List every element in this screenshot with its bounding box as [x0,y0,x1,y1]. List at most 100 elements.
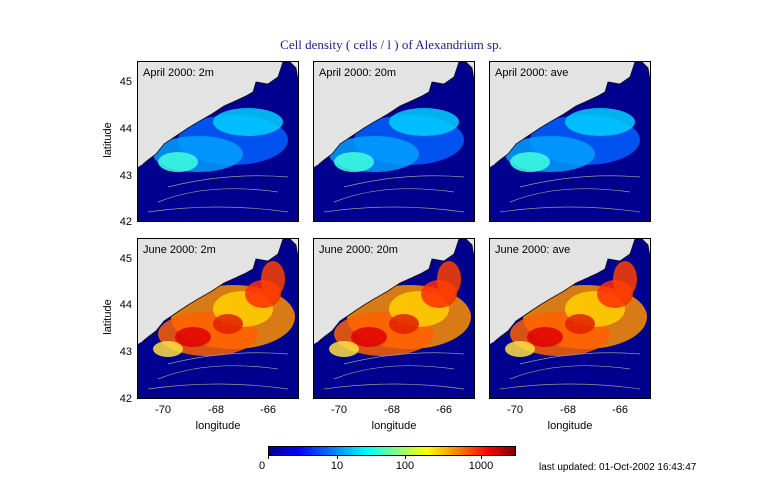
colorbar-tick [481,456,482,459]
y-tick-label: 44 [119,299,132,311]
map-panel-april-ave: April 2000: ave [489,61,651,222]
density-blob [261,261,285,297]
density-blob [213,314,243,334]
x-tick-label: -70 [331,404,347,416]
coastline [490,239,650,398]
bathymetry-contour [157,365,279,380]
bathymetry-contour [147,206,289,213]
density-blob [565,314,595,334]
map-plot [138,62,298,221]
map-plot [490,62,650,221]
bathymetry-contour [499,206,641,213]
map-plot [490,239,650,398]
x-tick-label: -68 [208,404,224,416]
density-field [329,261,471,357]
density-blob [329,341,359,357]
x-tick-label: -68 [560,404,576,416]
bathymetry-contour [333,365,455,380]
map-panel-june-20m: June 2000: 20m [313,238,475,399]
map-panel-june-ave: June 2000: ave [489,238,651,399]
x-tick-label: -68 [384,404,400,416]
panel-label: April 2000: 2m [143,67,214,79]
y-tick-label: 45 [119,253,132,265]
density-blob [213,108,283,136]
map-layer [490,62,650,221]
panel-label: April 2000: ave [495,67,569,79]
density-blob [613,261,637,297]
density-field [329,108,464,172]
map-layer [314,62,474,221]
density-blob [351,327,387,347]
y-tick-label: 42 [119,216,132,228]
map-layer [138,239,298,398]
density-blob [437,261,461,297]
density-field [505,108,640,172]
y-tick-label: 44 [119,123,132,135]
bathymetry-contour [333,188,455,203]
density-blob [175,327,211,347]
density-field [153,261,295,357]
x-tick-label: -66 [612,404,628,416]
density-blob [158,152,198,172]
bathymetry-contour [167,352,289,365]
density-blob [389,314,419,334]
panel-label: June 2000: 20m [319,244,398,256]
density-blob [389,108,459,136]
x-axis-label: longitude [547,420,593,432]
bathymetry-contour [509,188,631,203]
coastline [314,62,474,221]
coastline [490,62,650,221]
x-tick-label: -66 [260,404,276,416]
map-panel-april-2m: April 2000: 2m [137,61,299,222]
colorbar [268,446,516,456]
y-tick-label: 43 [119,170,132,182]
colorbar-tick-label: 1000 [468,460,494,472]
bathymetry-contour [343,175,465,188]
panel-label: April 2000: 20m [319,67,397,79]
x-axis-label: longitude [371,420,417,432]
density-blob [565,108,635,136]
density-blob [527,327,563,347]
last-updated-text: last updated: 01-Oct-2002 16:43:47 [539,462,697,473]
density-field [153,108,288,172]
bathymetry-contour [519,352,641,365]
map-panel-june-2m: June 2000: 2m [137,238,299,399]
colorbar-tick [405,456,406,459]
y-axis-label: latitude [102,122,114,158]
density-blob [510,152,550,172]
bathymetry-contour [499,383,641,390]
x-tick-label: -66 [436,404,452,416]
map-panel-april-20m: April 2000: 20m [313,61,475,222]
map-layer [490,239,650,398]
colorbar-tick-label: 0 [258,460,266,472]
colorbar-tick-label: 100 [395,460,415,472]
bathymetry-contour [323,383,465,390]
bathymetry-contour [343,352,465,365]
map-plot [138,239,298,398]
density-field [505,261,647,357]
colorbar-tick [268,456,269,459]
bathymetry-contour [157,188,279,203]
map-plot [314,239,474,398]
coastline [314,239,474,398]
panel-label: June 2000: 2m [143,244,216,256]
colorbar-tick-label: 10 [330,460,344,472]
panel-label: June 2000: ave [495,244,571,256]
bathymetry-contour [147,383,289,390]
coastline [138,239,298,398]
y-tick-label: 45 [119,76,132,88]
map-layer [314,239,474,398]
density-blob [334,152,374,172]
bathymetry-contour [167,175,289,188]
colorbar-tick [337,456,338,459]
y-tick-label: 43 [119,346,132,358]
y-axis-label: latitude [102,299,114,335]
map-plot [314,62,474,221]
map-layer [138,62,298,221]
bathymetry-contour [509,365,631,380]
bathymetry-contour [519,175,641,188]
figure-title: Cell density ( cells / l ) of Alexandriu… [280,37,502,52]
density-blob [505,341,535,357]
x-tick-label: -70 [155,404,171,416]
x-axis-label: longitude [195,420,241,432]
